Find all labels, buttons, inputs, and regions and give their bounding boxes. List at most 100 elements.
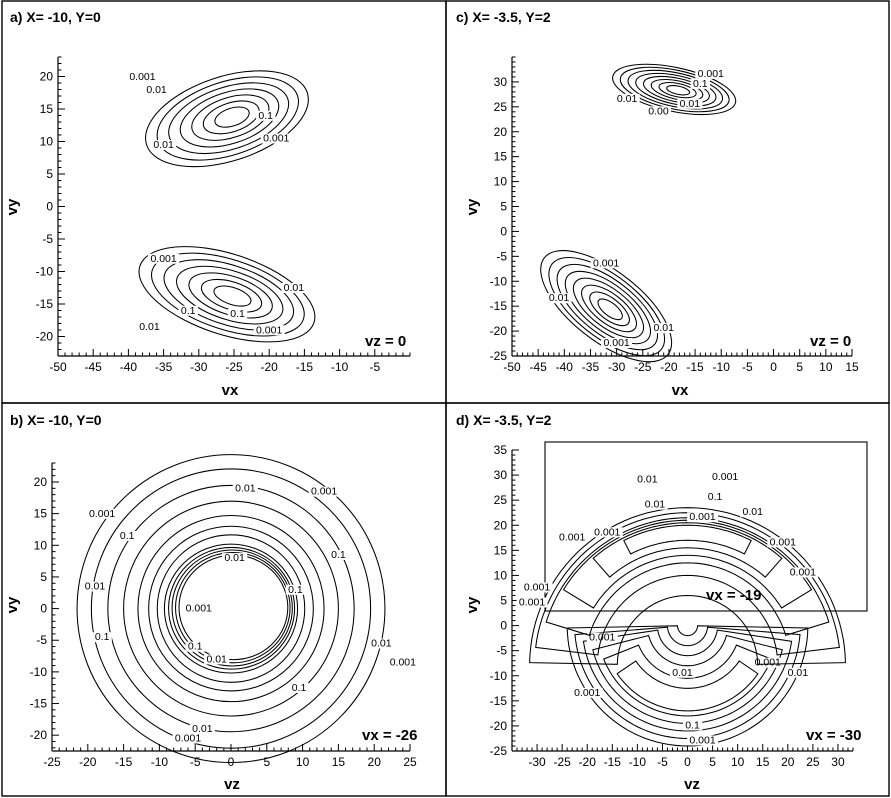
contour-label-bg: [204, 654, 230, 665]
y-tick-label: -10: [490, 274, 508, 288]
x-tick-label: -20: [579, 755, 597, 769]
panel-d-title: d) X= -3.5, Y=2: [456, 412, 552, 428]
contour-label-bg: [260, 133, 292, 144]
contour-label: 0.1: [708, 491, 723, 503]
y-tick-label: 5: [500, 200, 507, 214]
contour-label: 0.001: [256, 324, 282, 336]
contour-label-bg: [285, 584, 306, 595]
contour-line: [581, 284, 637, 333]
contour-line: [168, 82, 290, 155]
contour-line: [148, 525, 314, 692]
contour-label-bg: [785, 667, 811, 678]
contour-label: 0.01: [788, 667, 809, 679]
x-tick-label: 25: [806, 755, 820, 769]
y-tick-label: 0: [500, 224, 507, 238]
x-tick-label: -20: [79, 755, 97, 769]
x-tick-label: 15: [756, 755, 770, 769]
panel-c-plot: -50 -45 -40 -35 -30 -25 -20 -15 -10 -5 0 5 10 15-25-2…: [490, 56, 859, 374]
contour-label-bg: [669, 667, 696, 678]
contour-label-bg: [687, 735, 719, 746]
x-tick-label: -35: [582, 360, 600, 374]
y-tick-label: 5: [40, 570, 47, 584]
x-tick-label: -30: [608, 360, 626, 374]
y-tick-label: 0: [40, 602, 47, 616]
x-tick-label: -40: [556, 360, 574, 374]
panel-a-annotation: vz = 0: [365, 333, 406, 350]
x-tick-label: 0: [684, 755, 691, 769]
contour-label-bg: [752, 657, 784, 668]
contour-label: 0.001: [129, 71, 155, 83]
contour-line: [191, 94, 270, 141]
x-tick-label: -15: [115, 755, 133, 769]
x-tick-label: -5: [657, 755, 668, 769]
contour-line: [175, 265, 284, 325]
panel-c-annotation: vz = 0: [810, 333, 851, 350]
y-tick-label: -20: [30, 728, 48, 742]
contour-label: 0.1: [95, 631, 110, 643]
x-tick-label: -5: [190, 755, 201, 769]
contour-label: 0.1: [120, 530, 135, 542]
x-tick-label: 15: [845, 360, 859, 374]
contour-label: 0.001: [770, 536, 796, 548]
y-tick-label: 25: [494, 493, 508, 507]
x-tick-label: 5: [709, 755, 716, 769]
y-tick-label: -25: [490, 349, 508, 363]
contour-label-bg: [136, 322, 163, 332]
contour-label-bg: [148, 253, 180, 264]
y-tick-label: 5: [46, 167, 53, 181]
x-tick-label: 25: [403, 755, 417, 769]
contour-line: [572, 277, 644, 339]
contour-line: [603, 644, 772, 717]
y-tick-label: -20: [490, 719, 508, 733]
x-tick-label: -15: [604, 755, 622, 769]
y-tick-label: -15: [490, 694, 508, 708]
contour-line: [597, 298, 623, 321]
contour-line: [658, 82, 697, 99]
y-tick-label: 15: [494, 543, 508, 557]
contour-label: 0.01: [206, 653, 227, 665]
x-tick-label: -40: [120, 360, 138, 374]
contour-label-bg: [651, 323, 677, 334]
y-tick-label: -5: [496, 249, 507, 263]
y-tick-label: 0: [46, 200, 53, 214]
contour-label-bg: [767, 537, 799, 548]
y-tick-label: -15: [36, 297, 54, 311]
contour-label: 0.001: [689, 511, 715, 523]
contour-label-bg: [92, 632, 112, 643]
contour-label: 0.1: [331, 549, 346, 561]
contour-label-bg: [614, 93, 640, 104]
contour-label: 0.001: [593, 257, 619, 269]
x-tick-label: -25: [225, 360, 243, 374]
contour-label-bg: [546, 293, 572, 304]
panel-a-plot: -50 -45 -40 -35 -30 -25 -20 -15 -10 -5-20-15-10-5…: [36, 56, 411, 374]
contour-label: 0.001: [519, 597, 545, 609]
contour-label-bg: [86, 508, 118, 519]
contour-label-bg: [221, 553, 248, 564]
x-tick-label: -10: [713, 360, 731, 374]
contour-label: 0.00: [648, 105, 669, 117]
contour-label-bg: [787, 567, 819, 578]
contour-line: [156, 76, 300, 161]
x-tick-label: 5: [796, 360, 803, 374]
contour-line: [582, 629, 793, 732]
contour-label-bg: [556, 532, 588, 543]
contour-line: [137, 514, 325, 703]
contour-line: [529, 507, 846, 665]
x-tick-label: -25: [43, 755, 61, 769]
contour-label: 0.01: [224, 552, 245, 564]
contour-line: [174, 552, 291, 664]
panel-a-title: a) X= -10, Y=0: [10, 9, 101, 25]
y-tick-label: -20: [36, 330, 54, 344]
x-tick-label: -10: [629, 755, 647, 769]
y-tick-label: -5: [496, 644, 507, 658]
panel-d-inset-annotation: vx = -19: [706, 587, 761, 604]
contour-label-bg: [178, 305, 198, 316]
x-tick-label: -10: [331, 360, 349, 374]
panel-b-title: b) X= -10, Y=0: [10, 412, 102, 428]
contour-label: 0.01: [85, 581, 106, 593]
contour-line: [535, 512, 840, 656]
contour-line: [556, 263, 659, 351]
contour-label-bg: [740, 507, 766, 518]
